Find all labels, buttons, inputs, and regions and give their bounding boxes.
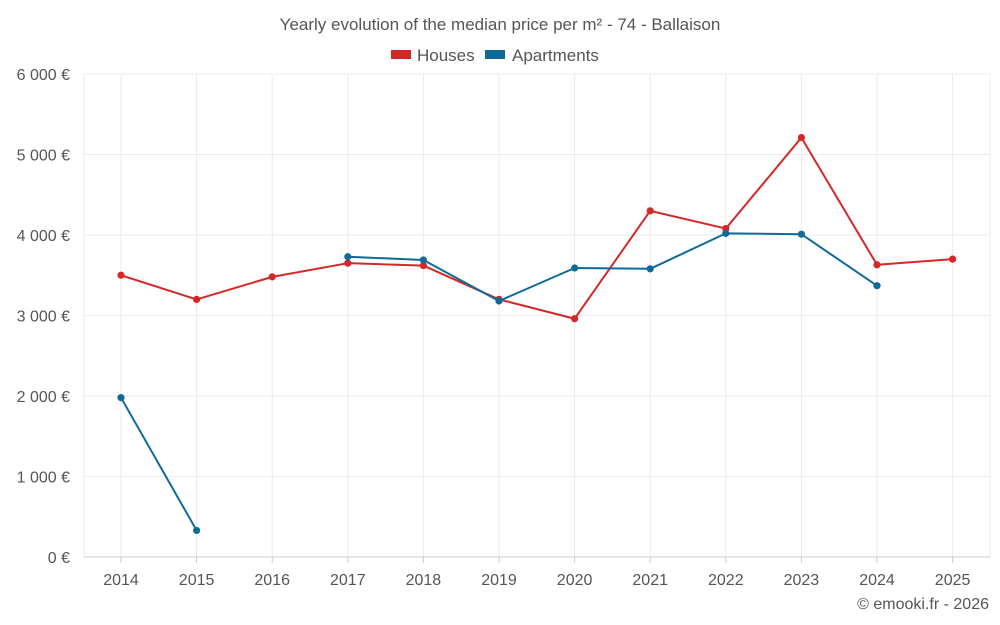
x-tick-label: 2019: [481, 572, 517, 589]
x-tick-label: 2014: [103, 572, 139, 589]
x-tick-label: 2025: [935, 572, 971, 589]
data-point-apartments[interactable]: [117, 394, 125, 402]
data-point-apartments[interactable]: [873, 282, 881, 290]
y-tick-label: 6 000 €: [17, 67, 70, 84]
legend-swatch-apartments: [485, 50, 505, 59]
series-layer: [117, 133, 957, 535]
y-tick-label: 0 €: [48, 550, 70, 567]
data-point-houses[interactable]: [419, 261, 427, 270]
legend-item-apartments[interactable]: Apartments: [485, 46, 599, 65]
series-houses: [117, 133, 957, 323]
grid: [83, 73, 991, 558]
legend-label-houses: Houses: [417, 46, 475, 65]
series-line-houses: [120, 136, 953, 320]
series-line-apartments: [347, 232, 878, 303]
chart-title: Yearly evolution of the median price per…: [280, 15, 721, 34]
data-point-apartments[interactable]: [571, 264, 579, 272]
axes: 0 € 1 000 € 2 000 € 3 000 € 4 000 € 5 000 € 6 …: [17, 67, 990, 589]
series-line-apartments: [120, 397, 198, 531]
x-tick-label: 2024: [859, 572, 895, 589]
data-point-apartments[interactable]: [344, 253, 352, 261]
data-point-apartments[interactable]: [495, 297, 503, 305]
legend-label-apartments: Apartments: [512, 46, 599, 65]
x-tick-label: 2017: [330, 572, 366, 589]
y-tick-label: 4 000 €: [17, 228, 70, 245]
legend-item-houses[interactable]: Houses: [391, 46, 475, 65]
data-point-houses[interactable]: [571, 315, 579, 323]
data-point-houses[interactable]: [268, 273, 276, 281]
legend: Houses Apartments: [391, 46, 599, 65]
credit-text: © emooki.fr - 2026: [857, 596, 989, 613]
y-tick-label: 3 000 €: [17, 309, 70, 326]
x-tick-label: 2020: [557, 572, 593, 589]
data-point-apartments[interactable]: [193, 526, 201, 535]
data-point-apartments[interactable]: [797, 230, 806, 238]
y-tick-label: 5 000 €: [17, 148, 70, 165]
y-tick-label: 2 000 €: [17, 389, 70, 406]
data-point-apartments[interactable]: [722, 229, 730, 237]
data-point-apartments[interactable]: [646, 265, 654, 273]
x-tick-label: 2018: [406, 572, 442, 589]
data-point-houses[interactable]: [873, 261, 881, 269]
data-point-houses[interactable]: [117, 271, 125, 279]
x-tick-label: 2021: [632, 572, 668, 589]
data-point-houses[interactable]: [646, 207, 654, 215]
series-apartments: [117, 229, 881, 535]
data-point-apartments[interactable]: [419, 256, 427, 264]
data-point-houses[interactable]: [193, 295, 201, 303]
data-point-houses[interactable]: [949, 255, 957, 263]
data-point-houses[interactable]: [797, 133, 806, 142]
legend-swatch-houses: [391, 50, 411, 59]
x-tick-label: 2022: [708, 572, 744, 589]
x-tick-label: 2015: [179, 572, 215, 589]
x-tick-label: 2016: [254, 572, 290, 589]
data-point-houses[interactable]: [344, 259, 352, 267]
y-tick-label: 1 000 €: [17, 470, 70, 487]
x-tick-label: 2023: [784, 572, 820, 589]
